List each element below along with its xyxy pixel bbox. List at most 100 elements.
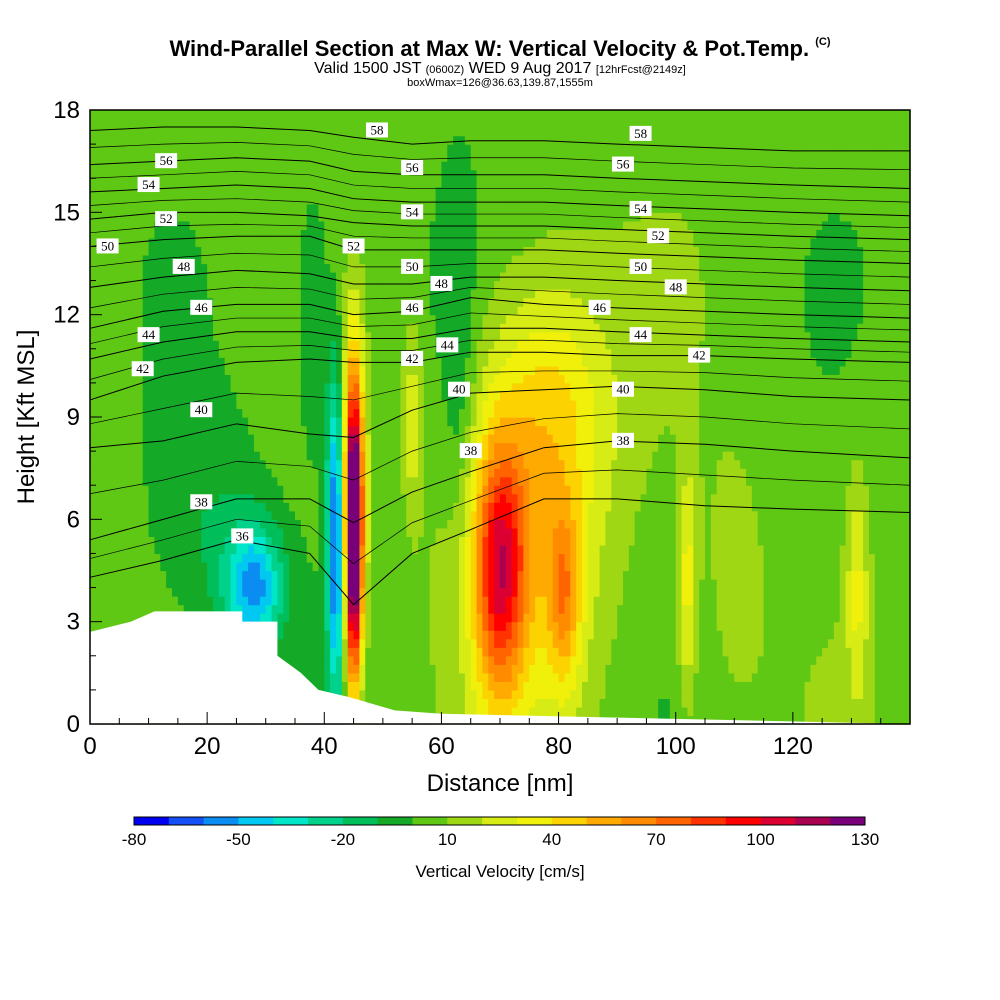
w-cell	[312, 527, 320, 537]
w-cell	[394, 587, 402, 597]
w-cell	[406, 698, 413, 708]
w-cell	[318, 323, 325, 333]
w-cell	[400, 681, 407, 691]
w-cell	[277, 195, 284, 205]
w-cell	[213, 246, 220, 256]
w-cell	[347, 169, 355, 179]
w-cell	[95, 314, 103, 324]
w-cell	[218, 493, 226, 503]
w-cell	[236, 263, 243, 273]
w-cell	[230, 237, 238, 248]
w-cell	[113, 476, 120, 486]
w-cell	[423, 144, 431, 154]
w-cell	[476, 553, 484, 563]
w-cell	[189, 203, 197, 213]
w-cell	[160, 331, 167, 341]
w-cell	[131, 195, 138, 205]
w-cell	[447, 621, 454, 631]
w-cell	[394, 689, 402, 700]
w-cell	[429, 655, 437, 665]
w-cell	[136, 399, 144, 410]
w-cell	[195, 476, 202, 486]
w-cell	[172, 425, 179, 435]
w-cell	[230, 178, 238, 188]
w-cell	[488, 510, 495, 520]
w-cell	[218, 417, 226, 427]
w-cell	[312, 510, 320, 520]
w-cell	[476, 527, 484, 537]
w-cell	[476, 493, 484, 503]
w-cell	[453, 417, 460, 427]
w-cell	[166, 417, 173, 427]
w-cell	[341, 195, 349, 205]
w-cell	[201, 178, 208, 188]
w-cell	[148, 144, 156, 154]
w-cell	[418, 417, 425, 427]
w-cell	[353, 553, 361, 563]
w-cell	[265, 161, 273, 171]
w-cell	[218, 365, 226, 375]
w-cell	[142, 212, 150, 222]
w-cell	[394, 476, 402, 486]
w-cell	[95, 348, 103, 358]
w-cell	[248, 570, 255, 580]
w-cell	[488, 417, 495, 427]
w-cell	[341, 502, 349, 512]
w-cell	[341, 621, 349, 631]
w-cell	[406, 408, 413, 418]
w-cell	[295, 280, 302, 290]
w-cell	[382, 425, 390, 435]
w-cell	[435, 417, 443, 427]
w-cell	[476, 127, 484, 137]
w-cell	[224, 306, 232, 316]
w-cell	[125, 468, 132, 478]
w-cell	[277, 493, 284, 503]
w-cell	[230, 314, 238, 324]
w-cell	[236, 561, 243, 572]
w-cell	[377, 237, 384, 248]
w-cell	[359, 613, 366, 623]
w-cell	[154, 118, 161, 128]
w-cell	[259, 553, 267, 563]
w-cell	[90, 561, 97, 572]
w-cell	[283, 289, 290, 299]
w-cell	[95, 579, 103, 589]
w-cell	[447, 118, 454, 128]
w-cell	[90, 246, 97, 256]
w-cell	[429, 254, 437, 265]
w-cell	[441, 672, 448, 682]
w-cell	[341, 306, 349, 316]
w-cell	[318, 263, 325, 273]
w-cell	[131, 340, 138, 350]
w-cell	[459, 195, 466, 205]
w-cell	[119, 485, 126, 495]
w-cell	[488, 110, 495, 120]
w-cell	[195, 331, 202, 341]
w-cell	[201, 348, 208, 358]
w-cell	[136, 596, 144, 606]
w-cell	[195, 212, 202, 222]
w-cell	[336, 621, 343, 631]
w-cell	[172, 323, 179, 333]
w-cell	[265, 382, 273, 393]
w-cell	[482, 621, 489, 631]
w-cell	[125, 553, 132, 563]
w-cell	[95, 195, 103, 205]
w-cell	[488, 476, 495, 486]
w-cell	[259, 536, 267, 546]
w-cell	[459, 272, 466, 282]
w-cell	[353, 399, 361, 410]
w-cell	[131, 399, 138, 410]
w-cell	[406, 280, 413, 290]
w-cell	[353, 596, 361, 606]
w-cell	[277, 365, 284, 375]
w-cell	[166, 408, 173, 418]
w-cell	[330, 630, 337, 640]
w-cell	[377, 630, 384, 640]
w-cell	[131, 553, 138, 563]
w-cell	[353, 118, 361, 128]
w-cell	[183, 527, 191, 537]
w-cell	[488, 544, 495, 555]
w-cell	[195, 442, 202, 452]
w-cell	[265, 561, 273, 572]
